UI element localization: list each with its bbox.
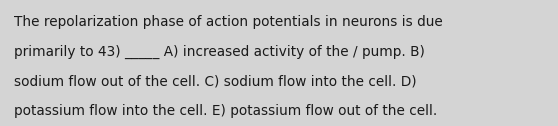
Text: primarily to 43) _____ A) increased activity of the / pump. B): primarily to 43) _____ A) increased acti… [14,45,425,59]
Text: potassium flow into the cell. E) potassium flow out of the cell.: potassium flow into the cell. E) potassi… [14,104,437,118]
Text: The repolarization phase of action potentials in neurons is due: The repolarization phase of action poten… [14,15,442,29]
Text: sodium flow out of the cell. C) sodium flow into the cell. D): sodium flow out of the cell. C) sodium f… [14,74,417,88]
